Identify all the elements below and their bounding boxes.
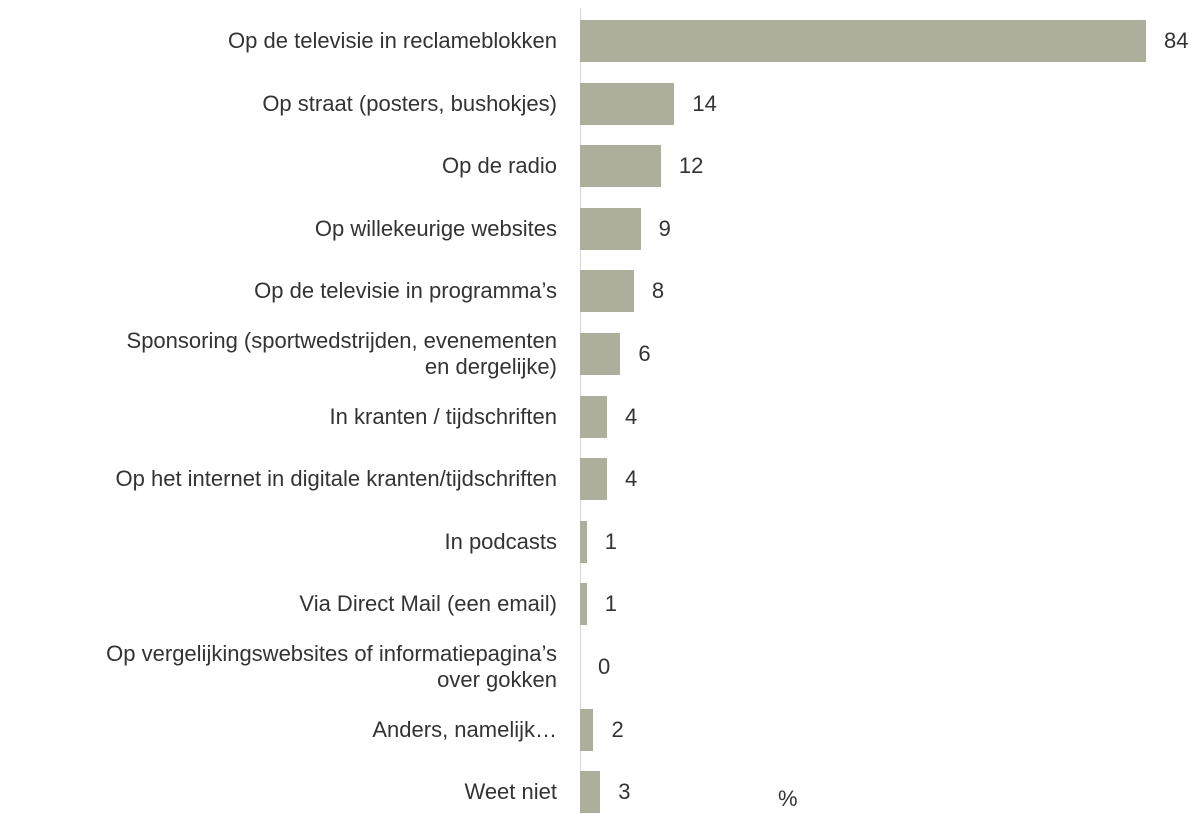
- data-label: 1: [604, 591, 617, 617]
- bar: [580, 458, 607, 501]
- data-label: 14: [692, 90, 717, 116]
- bar: [580, 708, 594, 751]
- category-label: Via Direct Mail (een email): [299, 591, 557, 617]
- category-label: Op de televisie in reclameblokken: [228, 28, 557, 53]
- data-label: 4: [624, 403, 638, 429]
- category-label: In kranten / tijdschriften: [329, 403, 557, 429]
- category-label: Op straat (posters, bushokjes): [262, 90, 557, 116]
- bar: [580, 82, 675, 125]
- bar: [580, 270, 634, 313]
- category-label: Anders, namelijk…: [372, 716, 557, 742]
- data-label: 9: [658, 215, 671, 241]
- bar: [580, 583, 587, 626]
- data-label: 6: [638, 341, 651, 366]
- bar: [580, 395, 607, 438]
- category-label: Op de televisie in programma’s: [254, 278, 557, 304]
- data-label: 0: [598, 654, 611, 679]
- data-label: 3: [618, 779, 631, 805]
- bar: [580, 20, 1146, 62]
- category-label: Op de radio: [442, 153, 557, 179]
- data-label: 8: [651, 278, 665, 304]
- category-label: Sponsoring (sportwedstrijden, evenemente…: [126, 328, 557, 379]
- bar: [580, 207, 641, 250]
- category-label: In podcasts: [444, 528, 557, 554]
- category-label: Op willekeurige websites: [314, 215, 557, 241]
- bar: [580, 771, 601, 814]
- data-label: 12: [678, 153, 704, 179]
- data-label: 1: [604, 528, 617, 554]
- bar: [580, 520, 587, 563]
- bar: [580, 145, 661, 188]
- category-label: Op vergelijkingswebsites of informatiepa…: [106, 641, 557, 692]
- category-label: Op het internet in digitale kranten/tijd…: [115, 466, 557, 492]
- x-axis-label: %: [778, 786, 798, 811]
- data-label: 84: [1164, 28, 1189, 53]
- data-label: 2: [611, 716, 624, 742]
- category-label: Weet niet: [464, 779, 557, 805]
- bar: [580, 333, 621, 375]
- data-label: 4: [624, 466, 638, 492]
